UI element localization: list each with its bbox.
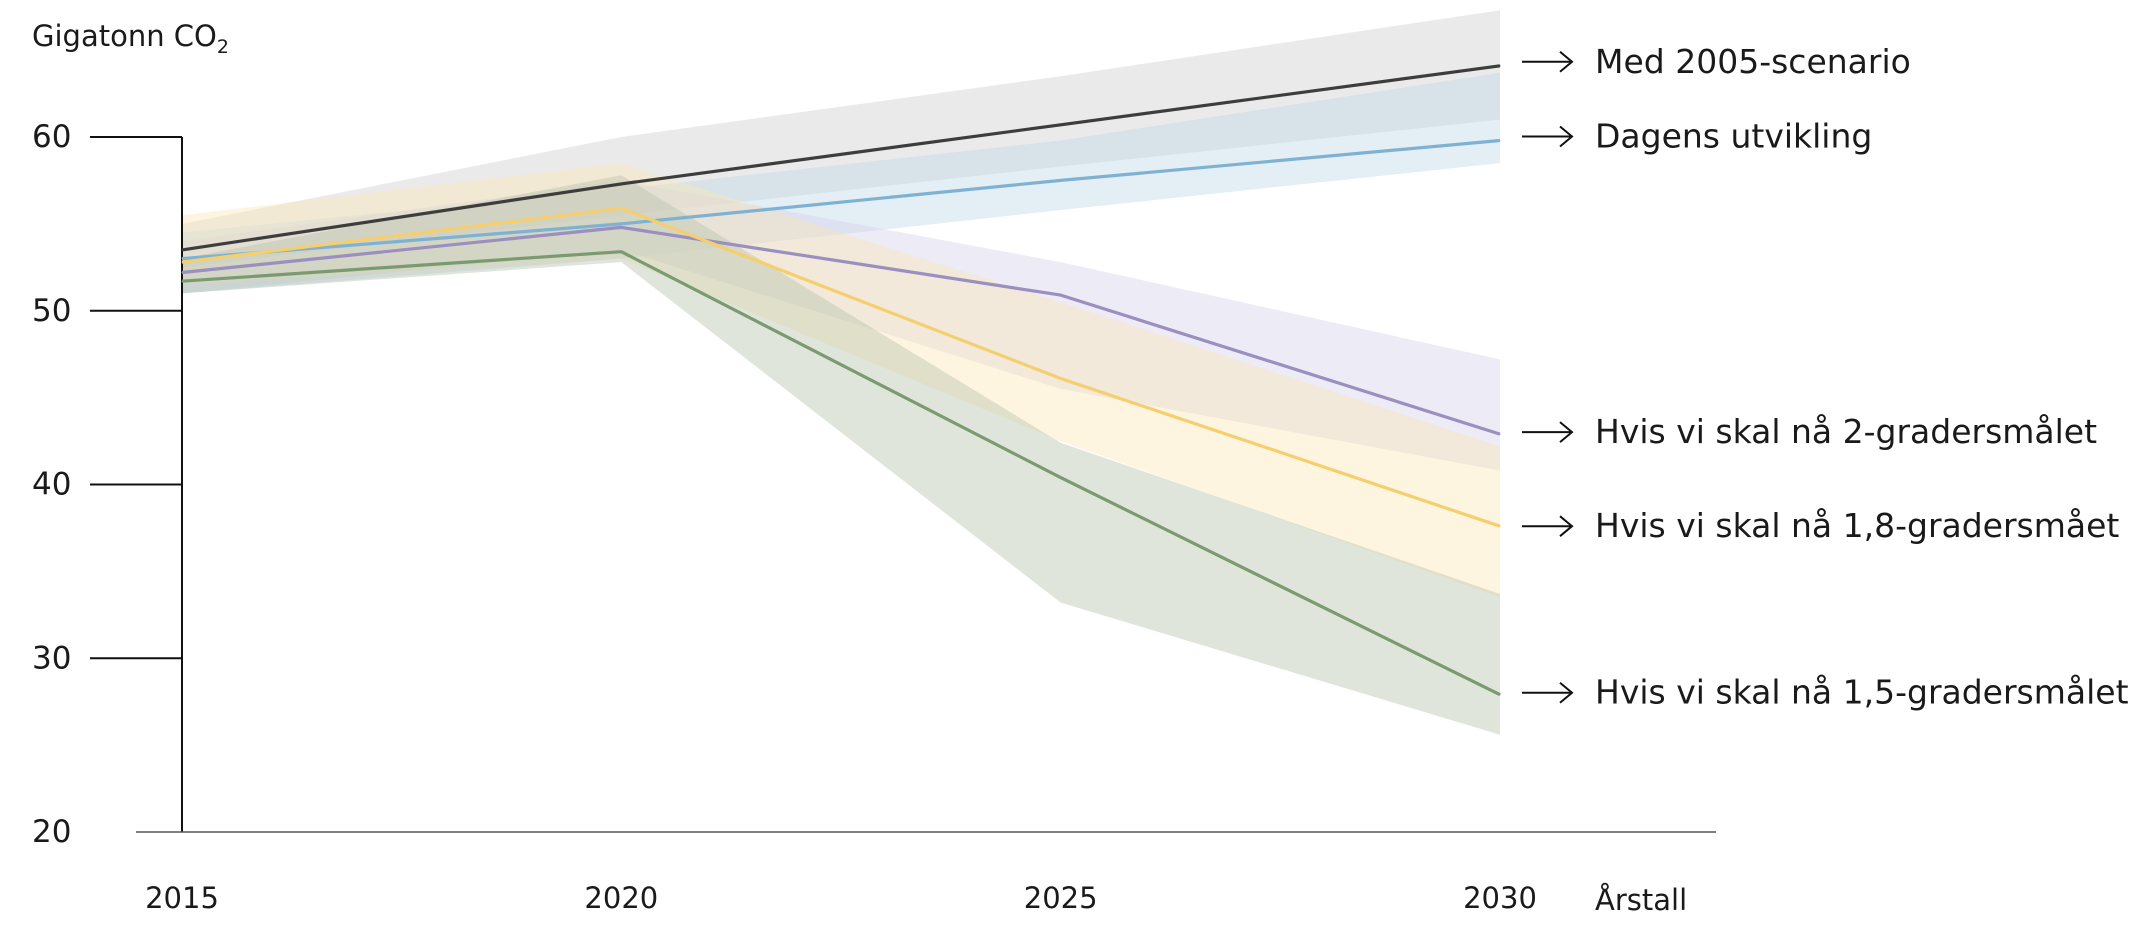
series-lines bbox=[181, 64, 1501, 697]
series-label: Hvis vi skal nå 2-gradersmålet bbox=[1595, 412, 2097, 451]
line-series-1 bbox=[181, 138, 1501, 261]
point-series-3-1 bbox=[620, 207, 622, 209]
point-series-1-1 bbox=[620, 223, 622, 225]
point-series-1-2 bbox=[1060, 179, 1062, 181]
point-series-4-0 bbox=[181, 280, 183, 282]
label-arrow-head bbox=[1559, 515, 1574, 537]
point-series-0-3 bbox=[1499, 65, 1501, 67]
point-series-0-2 bbox=[1060, 124, 1062, 126]
point-series-2-1 bbox=[620, 226, 622, 228]
series-label: Med 2005-scenario bbox=[1595, 42, 1911, 81]
point-series-2-3 bbox=[1499, 433, 1501, 435]
point-series-4-1 bbox=[620, 251, 622, 253]
x-tick-label: 2020 bbox=[584, 881, 658, 915]
x-tick-label: 2030 bbox=[1463, 881, 1537, 915]
y-axis-label-subscript: 2 bbox=[217, 36, 229, 58]
point-series-2-0 bbox=[181, 272, 183, 274]
point-series-0-1 bbox=[620, 183, 622, 185]
y-tick-label: 30 bbox=[32, 640, 71, 676]
y-axis-label: Gigatonn CO2 bbox=[32, 19, 229, 58]
y-ticks: 60 50 40 30 20 bbox=[32, 119, 182, 850]
series-label: Hvis vi skal nå 1,5-gradersmålet bbox=[1595, 673, 2129, 712]
point-series-1-3 bbox=[1499, 139, 1501, 141]
point-series-0-0 bbox=[181, 249, 183, 251]
x-tick-label: 2015 bbox=[145, 881, 219, 915]
y-axis-label-main: Gigatonn CO bbox=[32, 19, 217, 53]
band-series-4 bbox=[182, 175, 1500, 735]
band-series-3 bbox=[182, 163, 1500, 598]
y-tick-label: 60 bbox=[32, 119, 71, 155]
label-arrow-head bbox=[1559, 681, 1574, 704]
line-series-4 bbox=[181, 250, 1501, 697]
x-ticks: 2015 2020 2025 2030 bbox=[145, 881, 1537, 915]
point-series-2-2 bbox=[1060, 294, 1062, 296]
label-arrow-head bbox=[1559, 125, 1574, 148]
series-labels: Med 2005-scenario Dagens utvikling Hvis vi… bbox=[1522, 42, 2129, 712]
point-series-1-0 bbox=[181, 258, 183, 260]
series-label: Dagens utvikling bbox=[1595, 116, 1872, 155]
x-axis-label: Årstall bbox=[1595, 883, 1687, 917]
point-series-3-3 bbox=[1499, 525, 1501, 527]
line-series-3 bbox=[181, 206, 1501, 528]
point-series-3-0 bbox=[181, 261, 183, 263]
y-tick-label: 40 bbox=[32, 467, 71, 503]
y-tick-label: 20 bbox=[32, 814, 71, 850]
label-arrow-head bbox=[1559, 421, 1574, 443]
band-series-0 bbox=[182, 10, 1500, 268]
line-series-2 bbox=[181, 225, 1501, 436]
x-tick-label: 2025 bbox=[1024, 881, 1098, 915]
point-series-4-2 bbox=[1060, 477, 1062, 479]
line-series-0 bbox=[181, 64, 1501, 252]
label-arrow-head bbox=[1559, 50, 1574, 73]
point-series-3-2 bbox=[1060, 378, 1062, 380]
series-label: Hvis vi skal nå 1,8-gradersmået bbox=[1595, 506, 2119, 545]
y-tick-label: 50 bbox=[32, 293, 71, 329]
band-series-2 bbox=[182, 180, 1500, 471]
point-series-4-3 bbox=[1499, 694, 1501, 696]
